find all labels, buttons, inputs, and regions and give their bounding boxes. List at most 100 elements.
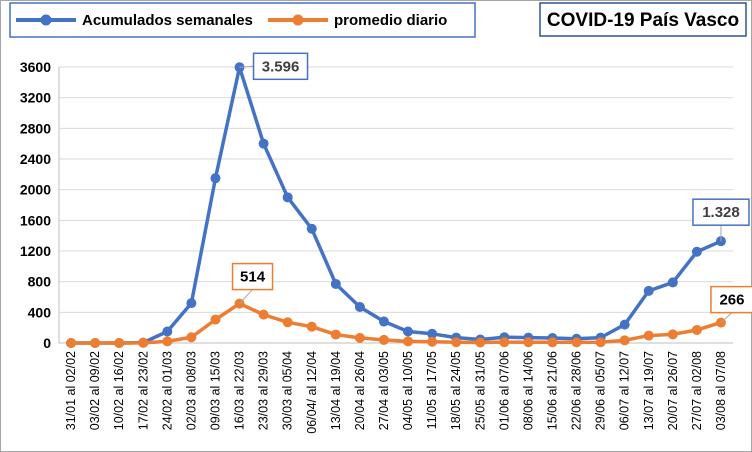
data-point [427, 336, 438, 347]
legend-label-acumulados: Acumulados semanales [82, 12, 253, 29]
callout-leader [720, 312, 733, 323]
callout-label: 514 [240, 269, 266, 286]
x-tick-label: 08/06 al 14/06 [521, 351, 535, 430]
chart-title: COVID-19 País Vasco [539, 2, 747, 37]
data-point [306, 321, 317, 332]
callout: 1.328 [692, 198, 750, 242]
data-point [354, 332, 365, 343]
data-point [595, 337, 606, 348]
x-tick-label: 10/02 al 16/02 [112, 351, 126, 430]
callout-label: 266 [719, 292, 744, 309]
data-callouts: 3.596 514 1.328 266 [231, 52, 752, 323]
y-tick-label: 2400 [20, 151, 51, 167]
legend-item-promedio: promedio diario [268, 12, 447, 29]
data-point [667, 277, 678, 288]
y-tick-label: 400 [28, 304, 52, 320]
data-point [306, 223, 317, 234]
data-point [186, 332, 197, 343]
legend-label-promedio: promedio diario [334, 12, 447, 29]
data-point [643, 330, 654, 341]
x-tick-label: 24/02 al 01/03 [160, 351, 174, 430]
axes [58, 67, 733, 344]
data-point [114, 338, 125, 348]
data-point [403, 336, 414, 347]
data-point [691, 246, 702, 257]
y-tick-label: 2000 [20, 182, 51, 198]
x-tick-label: 31/01 al 02/02 [64, 351, 78, 430]
callout-box [710, 285, 752, 314]
data-point [643, 285, 654, 296]
data-point [258, 138, 269, 149]
x-tick-label: 22/06 al 28/06 [570, 351, 584, 430]
data-point [210, 173, 221, 184]
data-point [378, 334, 389, 345]
data-point [378, 316, 389, 327]
callout-label: 3.596 [262, 58, 300, 75]
data-point [186, 298, 197, 309]
x-tick-label: 09/03 al 15/03 [208, 351, 222, 430]
chart-title-text: COVID-19 País Vasco [547, 10, 739, 31]
x-tick-label: 04/05 al 10/05 [401, 351, 415, 430]
series-line [71, 301, 722, 345]
data-point [138, 337, 149, 348]
series-0 [66, 62, 726, 348]
data-point [619, 335, 630, 346]
x-tick-label: 01/06 al 07/06 [497, 351, 511, 430]
callout-leader [239, 289, 253, 304]
data-point [66, 338, 77, 348]
x-tick-label: 23/03 al 29/03 [257, 351, 271, 430]
legend: Acumulados semanales promedio diario [9, 2, 476, 38]
data-point [571, 337, 582, 348]
data-point [475, 337, 486, 348]
callout-box [692, 198, 750, 226]
y-tick-label: 3600 [20, 59, 51, 75]
x-tick-label: 30/03 al 05/04 [281, 351, 295, 430]
data-point [354, 301, 365, 312]
x-tick-label: 13/04 al 19/04 [329, 351, 343, 430]
y-tick-label: 1200 [20, 243, 51, 259]
data-point [162, 336, 173, 347]
callout: 3.596 [239, 52, 309, 81]
y-tick-label: 800 [28, 274, 52, 290]
data-point [619, 319, 630, 330]
x-tick-label: 13/07 al 19/07 [642, 351, 656, 430]
x-tick-label: 27/07 al 02/08 [690, 351, 704, 430]
series [66, 62, 726, 348]
data-point [330, 329, 341, 340]
y-tick-label: 2800 [20, 120, 51, 136]
callout-box [252, 52, 309, 81]
data-point [330, 278, 341, 289]
data-point [90, 338, 101, 348]
data-point [499, 337, 510, 348]
x-tick-label: 06/04/ al 12/04 [305, 351, 319, 434]
data-point [427, 328, 438, 339]
y-tick-label: 0 [43, 335, 51, 351]
data-point [162, 326, 173, 337]
data-point [282, 192, 293, 203]
callout-label: 1.328 [702, 204, 740, 221]
callout: 266 [710, 285, 752, 323]
data-point [691, 324, 702, 335]
x-tick-label: 11/05 al 17/05 [425, 351, 439, 429]
x-tick-label: 18/05 al 24/05 [449, 351, 463, 430]
legend-item-acumulados: Acumulados semanales [16, 12, 253, 29]
data-point [451, 337, 462, 348]
gridlines [59, 66, 733, 344]
data-point [667, 329, 678, 340]
data-point [403, 326, 414, 337]
y-tick-label: 1600 [20, 212, 51, 228]
data-point [282, 317, 293, 328]
y-tick-label: 3200 [20, 90, 51, 106]
callout-box [231, 262, 274, 291]
x-tick-label: 03/08 al 07/08 [714, 351, 728, 430]
x-tick-label: 15/06 al 21/06 [545, 351, 559, 430]
x-tick-label: 25/05 al 31/05 [473, 351, 487, 430]
x-tick-label: 02/03 al 08/03 [184, 351, 198, 430]
x-tick-label: 29/06 al 05/07 [594, 351, 608, 430]
callout: 514 [231, 262, 274, 304]
data-point [523, 337, 534, 348]
data-point [210, 314, 221, 325]
data-point [547, 337, 558, 348]
